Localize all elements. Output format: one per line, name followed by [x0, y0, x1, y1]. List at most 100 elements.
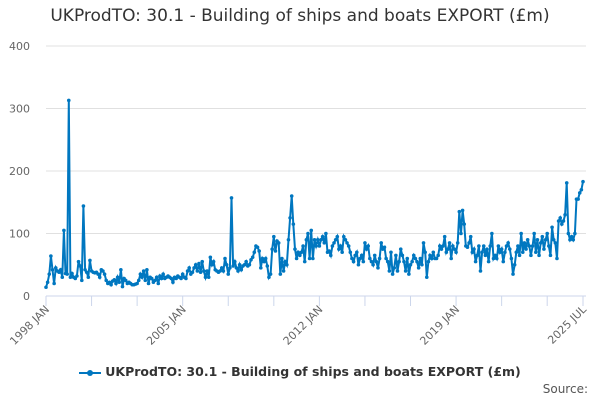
data-point[interactable]	[224, 262, 229, 267]
data-point[interactable]	[473, 259, 478, 264]
data-point[interactable]	[351, 259, 356, 264]
data-point[interactable]	[387, 269, 392, 273]
data-point[interactable]	[569, 234, 574, 239]
data-point[interactable]	[328, 253, 333, 258]
data-point[interactable]	[421, 241, 426, 245]
data-point[interactable]	[438, 244, 442, 248]
data-point[interactable]	[229, 196, 234, 200]
data-point[interactable]	[475, 253, 480, 258]
legend[interactable]: UKProdTO: 30.1 - Building of ships and b…	[0, 364, 600, 379]
data-point[interactable]	[319, 237, 323, 242]
data-point[interactable]	[190, 270, 195, 275]
data-point[interactable]	[315, 237, 320, 242]
data-point[interactable]	[255, 245, 260, 250]
data-point[interactable]	[332, 241, 336, 245]
data-point[interactable]	[298, 253, 302, 258]
data-point[interactable]	[231, 264, 235, 268]
data-point[interactable]	[123, 278, 128, 283]
data-point[interactable]	[320, 234, 325, 239]
data-point[interactable]	[343, 237, 348, 242]
data-point[interactable]	[211, 259, 216, 264]
data-point[interactable]	[145, 267, 149, 272]
data-point[interactable]	[78, 264, 82, 268]
data-point[interactable]	[184, 276, 188, 281]
data-point[interactable]	[420, 262, 424, 267]
data-point[interactable]	[452, 247, 457, 251]
data-point[interactable]	[169, 276, 174, 281]
data-point[interactable]	[416, 266, 421, 270]
source-label[interactable]: Source:	[542, 382, 588, 396]
data-point[interactable]	[47, 272, 52, 276]
data-point[interactable]	[140, 275, 144, 280]
data-point[interactable]	[377, 256, 382, 261]
data-point[interactable]	[149, 276, 154, 281]
data-point[interactable]	[306, 231, 310, 236]
data-point[interactable]	[372, 253, 377, 258]
data-point[interactable]	[561, 219, 566, 223]
data-point[interactable]	[364, 247, 369, 251]
data-point[interactable]	[203, 275, 208, 280]
data-point[interactable]	[564, 181, 569, 185]
data-point[interactable]	[285, 262, 289, 267]
data-point[interactable]	[302, 259, 307, 264]
data-point[interactable]	[481, 244, 486, 248]
data-point[interactable]	[514, 250, 519, 255]
data-point[interactable]	[219, 266, 224, 270]
data-point[interactable]	[426, 259, 431, 264]
data-point[interactable]	[324, 231, 328, 236]
data-point[interactable]	[84, 270, 89, 275]
data-point[interactable]	[312, 237, 317, 242]
data-point[interactable]	[198, 270, 203, 275]
data-point[interactable]	[434, 256, 439, 261]
data-point[interactable]	[483, 253, 488, 258]
data-point[interactable]	[259, 266, 263, 270]
data-point[interactable]	[400, 253, 405, 258]
data-point[interactable]	[355, 250, 359, 255]
data-point[interactable]	[363, 241, 367, 245]
data-point[interactable]	[53, 266, 58, 270]
data-point[interactable]	[371, 262, 375, 267]
data-point[interactable]	[534, 250, 538, 255]
data-point[interactable]	[579, 187, 584, 192]
data-point[interactable]	[403, 269, 408, 273]
data-point[interactable]	[485, 247, 489, 251]
data-point[interactable]	[267, 275, 271, 280]
data-point[interactable]	[193, 262, 198, 267]
data-point[interactable]	[449, 256, 453, 261]
data-point[interactable]	[392, 266, 397, 270]
data-point[interactable]	[442, 234, 447, 239]
data-point[interactable]	[257, 249, 261, 253]
data-point[interactable]	[563, 212, 567, 217]
data-point[interactable]	[439, 247, 444, 251]
data-point[interactable]	[60, 275, 65, 280]
data-point[interactable]	[143, 278, 148, 283]
data-point[interactable]	[358, 256, 362, 261]
data-point[interactable]	[65, 272, 69, 276]
data-point[interactable]	[411, 253, 416, 258]
data-point[interactable]	[136, 278, 141, 283]
data-point[interactable]	[276, 241, 281, 245]
data-point[interactable]	[410, 259, 414, 264]
data-point[interactable]	[459, 231, 463, 236]
data-point[interactable]	[424, 275, 429, 280]
data-point[interactable]	[369, 259, 374, 264]
data-point[interactable]	[206, 275, 211, 280]
data-point[interactable]	[270, 247, 274, 251]
data-point[interactable]	[577, 191, 582, 195]
data-point[interactable]	[366, 244, 371, 248]
data-point[interactable]	[548, 253, 553, 258]
data-point[interactable]	[280, 256, 284, 261]
data-point[interactable]	[517, 253, 522, 258]
data-point[interactable]	[524, 247, 528, 251]
data-point[interactable]	[200, 259, 205, 264]
data-point[interactable]	[498, 250, 502, 255]
data-point[interactable]	[467, 241, 471, 245]
data-point[interactable]	[341, 234, 346, 239]
data-point[interactable]	[244, 259, 248, 264]
data-point[interactable]	[532, 231, 536, 236]
data-point[interactable]	[353, 253, 357, 258]
data-point[interactable]	[398, 247, 403, 251]
data-point[interactable]	[493, 253, 497, 258]
data-point[interactable]	[462, 222, 467, 226]
data-point[interactable]	[228, 266, 232, 270]
